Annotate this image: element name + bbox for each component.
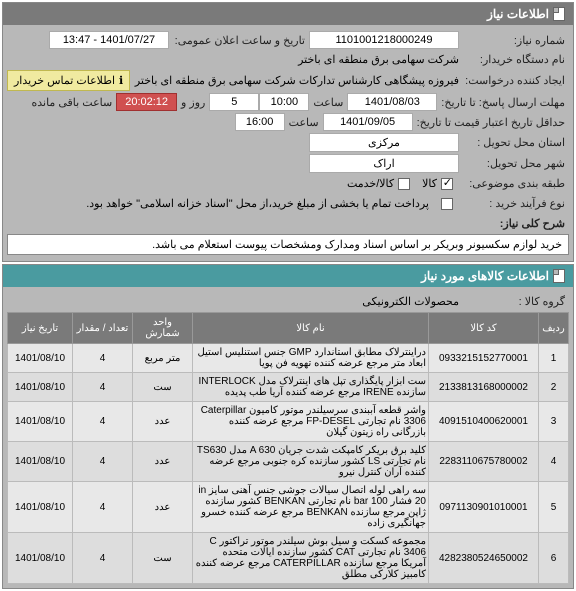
table-cell: سه راهی لوله اتصال سیالات جوشی جنس آهنی … bbox=[193, 482, 429, 533]
reply-deadline-date: 1401/08/03 bbox=[347, 93, 437, 111]
table-cell: 4282380524650002 bbox=[429, 533, 539, 584]
th-qty: تعداد / مقدار bbox=[73, 313, 133, 344]
cb-buy-type[interactable] bbox=[441, 198, 453, 210]
table-cell: 2133813168000002 bbox=[429, 373, 539, 402]
subject-class-label: طبقه بندی موضوعی: bbox=[459, 175, 569, 192]
cb-service-label: کالا/خدمت bbox=[347, 177, 394, 190]
goods-panel: اطلاعات کالاهای مورد نیاز گروه کالا : مح… bbox=[2, 264, 574, 589]
table-cell: واشر قطعه آببندی سرسیلندر موتور کامیون C… bbox=[193, 402, 429, 442]
goods-title: اطلاعات کالاهای مورد نیاز bbox=[421, 269, 549, 283]
table-cell: مجموعه کسکت و سیل بوش سیلندر موتور تراکت… bbox=[193, 533, 429, 584]
contact-note[interactable]: ℹ اطلاعات تماس خریدار bbox=[7, 70, 130, 91]
table-cell: 1401/08/10 bbox=[8, 344, 73, 373]
announce-date: 1401/07/27 - 13:47 bbox=[49, 31, 169, 49]
table-cell: 1401/08/10 bbox=[8, 402, 73, 442]
th-unit: واحد شمارش bbox=[133, 313, 193, 344]
remain-suffix: ساعت باقی مانده bbox=[27, 94, 116, 111]
table-cell: دراینترلاک مطابق استاندارد GMP جنس استنل… bbox=[193, 344, 429, 373]
table-cell: 1401/08/10 bbox=[8, 533, 73, 584]
table-cell: 2283110675780002 bbox=[429, 442, 539, 482]
table-cell: عدد bbox=[133, 442, 193, 482]
th-name: نام کالا bbox=[193, 313, 429, 344]
need-number: 1101001218000249 bbox=[309, 31, 459, 49]
table-cell: عدد bbox=[133, 402, 193, 442]
cb-service[interactable] bbox=[398, 178, 410, 190]
table-cell: 1401/08/10 bbox=[8, 373, 73, 402]
th-code: کد کالا bbox=[429, 313, 539, 344]
table-row: 50971130901010001سه راهی لوله اتصال سیال… bbox=[8, 482, 569, 533]
cb-service-wrap[interactable]: کالا/خدمت bbox=[347, 177, 410, 190]
table-row: 34091510400620001واشر قطعه آببندی سرسیلن… bbox=[8, 402, 569, 442]
need-info-panel: اطلاعات نیاز شماره نیاز: 110100121800024… bbox=[2, 2, 574, 262]
need-desc: خرید لوازم سکسیونر وبریکر بر اساس اسناد … bbox=[7, 234, 569, 255]
valid-min-time: 16:00 bbox=[235, 113, 285, 131]
goods-group-label: گروه کالا : bbox=[459, 293, 569, 310]
table-cell: متر مربع bbox=[133, 344, 193, 373]
table-cell: 3 bbox=[539, 402, 569, 442]
need-number-label: شماره نیاز: bbox=[459, 32, 569, 49]
table-cell: 1401/08/10 bbox=[8, 482, 73, 533]
remain-days-label: روز و bbox=[177, 94, 209, 111]
table-cell: 4 bbox=[73, 533, 133, 584]
table-row: 64282380524650002مجموعه کسکت و سیل بوش س… bbox=[8, 533, 569, 584]
table-cell: 0933215152770001 bbox=[429, 344, 539, 373]
table-cell: 6 bbox=[539, 533, 569, 584]
valid-min-date: 1401/09/05 bbox=[323, 113, 413, 131]
doc-icon-2 bbox=[553, 269, 565, 283]
goods-header: اطلاعات کالاهای مورد نیاز bbox=[3, 265, 573, 287]
info-icon: ℹ bbox=[119, 74, 123, 87]
cb-goods-wrap[interactable]: کالا bbox=[422, 177, 453, 190]
cb-buy-type-wrap[interactable] bbox=[441, 198, 453, 210]
buyer-name-label: نام دستگاه خریدار: bbox=[459, 51, 569, 68]
table-cell: کلید برق بریکر کامپکت شدت جریان A 630 مد… bbox=[193, 442, 429, 482]
buy-type-label: نوع فرآیند خرید : bbox=[459, 195, 569, 212]
city: اراک bbox=[309, 154, 459, 173]
buy-type-note: پرداخت تمام یا بخشی از مبلغ خرید،از محل … bbox=[80, 194, 435, 213]
table-row: 10933215152770001دراینترلاک مطابق استاند… bbox=[8, 344, 569, 373]
need-info-header: اطلاعات نیاز bbox=[3, 3, 573, 25]
table-cell: 4 bbox=[73, 402, 133, 442]
table-cell: 1401/08/10 bbox=[8, 442, 73, 482]
table-row: 42283110675780002کلید برق بریکر کامپکت ش… bbox=[8, 442, 569, 482]
remain-time: 20:02:12 bbox=[116, 93, 177, 111]
table-cell: 4 bbox=[73, 344, 133, 373]
table-cell: عدد bbox=[133, 482, 193, 533]
doc-icon bbox=[553, 7, 565, 21]
need-info-title: اطلاعات نیاز bbox=[487, 7, 549, 21]
time-label-2: ساعت bbox=[285, 114, 323, 131]
reply-deadline-label: مهلت ارسال پاسخ: تا تاریخ: bbox=[437, 94, 569, 111]
table-cell: 0971130901010001 bbox=[429, 482, 539, 533]
table-cell: ست ابزار پایگذاری تپل های اینترلاک مدل I… bbox=[193, 373, 429, 402]
request-creator-label: ایجاد کننده درخواست: bbox=[459, 72, 569, 89]
remain-days: 5 bbox=[209, 93, 259, 111]
table-cell: 2 bbox=[539, 373, 569, 402]
valid-min-label: حداقل تاریخ اعتبار قیمت تا تاریخ: bbox=[413, 114, 569, 131]
request-creator: فیروزه پیشگاهی کارشناس تدارکات شرکت سهام… bbox=[135, 74, 459, 87]
goods-group: محصولات الکترونیکی bbox=[362, 295, 459, 308]
time-label-1: ساعت bbox=[309, 94, 347, 111]
cb-goods-label: کالا bbox=[422, 177, 437, 190]
city-label: شهر محل تحویل: bbox=[459, 155, 569, 172]
table-cell: 4 bbox=[73, 373, 133, 402]
table-cell: 4 bbox=[539, 442, 569, 482]
goods-table: ردیف کد کالا نام کالا واحد شمارش تعداد /… bbox=[7, 312, 569, 584]
table-cell: 1 bbox=[539, 344, 569, 373]
table-cell: 4091510400620001 bbox=[429, 402, 539, 442]
need-desc-label: شرح کلی نیاز: bbox=[459, 215, 569, 232]
table-cell: 5 bbox=[539, 482, 569, 533]
th-idx: ردیف bbox=[539, 313, 569, 344]
announce-date-label: تاریخ و ساعت اعلان عمومی: bbox=[169, 32, 309, 49]
province: مرکزی bbox=[309, 133, 459, 152]
buyer-name: شرکت سهامی برق منطقه ای باختر bbox=[298, 53, 459, 66]
table-cell: ست bbox=[133, 533, 193, 584]
table-cell: 4 bbox=[73, 482, 133, 533]
table-header-row: ردیف کد کالا نام کالا واحد شمارش تعداد /… bbox=[8, 313, 569, 344]
table-row: 22133813168000002ست ابزار پایگذاری تپل ه… bbox=[8, 373, 569, 402]
table-cell: ست bbox=[133, 373, 193, 402]
cb-goods[interactable] bbox=[441, 178, 453, 190]
table-cell: 4 bbox=[73, 442, 133, 482]
province-label: استان محل تحویل : bbox=[459, 134, 569, 151]
th-date: تاریخ نیاز bbox=[8, 313, 73, 344]
reply-deadline-time: 10:00 bbox=[259, 93, 309, 111]
